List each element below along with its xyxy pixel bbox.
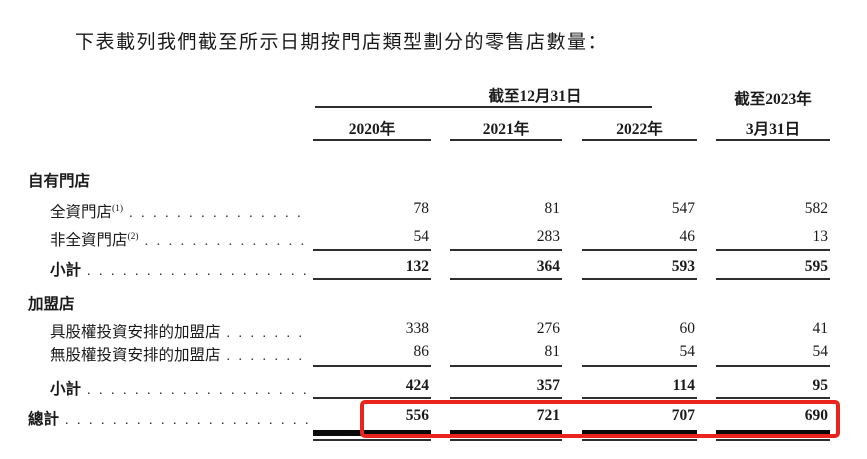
cell-2022: 60 [679, 320, 696, 337]
cell-2023q1: 582 [804, 200, 828, 217]
row-label: 無股權投資安排的加盟店 [50, 347, 221, 364]
cell-2023q1: 690 [804, 407, 828, 424]
cell-2021: 721 [536, 407, 560, 424]
cell-2022: 46 [679, 228, 696, 245]
header-period-2023: 截至2023年 [734, 91, 812, 108]
cell-2021: 81 [544, 200, 561, 217]
subtotal-rule-below [313, 278, 830, 280]
dot-leader [81, 381, 310, 399]
table-row-total: 總計 556 721 707 690 [0, 407, 867, 429]
cell-2020: 54 [413, 228, 430, 245]
cell-2020: 86 [413, 343, 430, 360]
header-period-span: 截至12月31日 [488, 88, 582, 105]
section-label: 自有門店 [28, 173, 91, 190]
cell-2020: 132 [405, 258, 429, 275]
dot-leader [81, 262, 310, 280]
dot-leader [59, 411, 310, 429]
row-label: 總計 [28, 411, 60, 428]
table-row-subtotal-franchised: 小計 424 357 114 95 [0, 377, 867, 399]
cell-2020: 338 [405, 320, 429, 337]
row-label: 全資門店(1) [50, 203, 124, 221]
table-caption: 下表載列我們截至所示日期按門店類型劃分的零售店數量： [75, 32, 609, 53]
row-label: 非全資門店(2) [50, 231, 139, 249]
cell-2023q1: 41 [812, 320, 829, 337]
table-row-wholly-owned: 全資門店(1) 78 81 547 582 [0, 200, 867, 222]
cell-2020: 424 [405, 377, 429, 394]
cell-2021: 276 [536, 320, 560, 337]
cell-2022: 593 [671, 258, 695, 275]
year-header-2020: 2020年 [348, 121, 396, 138]
cell-2021: 364 [536, 258, 560, 275]
table-row-non-wholly-owned: 非全資門店(2) 54 283 46 13 [0, 228, 867, 250]
dot-leader [139, 232, 310, 250]
row-label: 具股權投資安排的加盟店 [50, 324, 221, 341]
dot-leader [221, 324, 310, 342]
table-row-franchised-without-equity: 無股權投資安排的加盟店 86 81 54 54 [0, 343, 867, 365]
footnote-marker-1: (1) [112, 203, 124, 214]
dot-leader [221, 347, 310, 365]
year-header-2023q1: 3月31日 [745, 121, 801, 138]
subtotal-rule-above [313, 249, 830, 251]
section-header-franchised-stores: 加盟店 [0, 292, 867, 313]
section-header-owned-stores: 自有門店 [0, 169, 867, 190]
cell-2022: 547 [671, 200, 695, 217]
row-label: 小計 [50, 262, 82, 279]
cell-2021: 81 [544, 343, 561, 360]
footnote-marker-2: (2) [127, 231, 139, 242]
cell-2021: 283 [536, 228, 560, 245]
cell-2020: 556 [405, 407, 429, 424]
cell-2022: 54 [679, 343, 696, 360]
cell-2021: 357 [536, 377, 560, 394]
cell-2023q1: 13 [812, 228, 829, 245]
total-double-rule-thick [313, 430, 830, 436]
cell-2023q1: 595 [804, 258, 828, 275]
section-label: 加盟店 [28, 296, 75, 313]
year-header-2022: 2022年 [616, 121, 663, 138]
year-header-2021: 2021年 [482, 121, 530, 138]
spanner-rule [315, 106, 652, 108]
row-label: 小計 [50, 381, 82, 398]
table-row-franchised-with-equity: 具股權投資安排的加盟店 338 276 60 41 [0, 320, 867, 342]
highlight-annotation-box [360, 400, 840, 438]
cell-2020: 78 [413, 200, 430, 217]
table-row-subtotal-owned: 小計 132 364 593 595 [0, 258, 867, 280]
year-header-rule [313, 139, 830, 141]
cell-2022: 114 [672, 377, 695, 394]
subtotal-rule-above [313, 365, 830, 367]
total-double-rule-thin [313, 439, 830, 441]
total-rule-above [313, 397, 830, 399]
cell-2023q1: 54 [812, 343, 829, 360]
cell-2022: 707 [671, 407, 695, 424]
cell-2023q1: 95 [812, 377, 829, 394]
dot-leader [123, 204, 310, 222]
